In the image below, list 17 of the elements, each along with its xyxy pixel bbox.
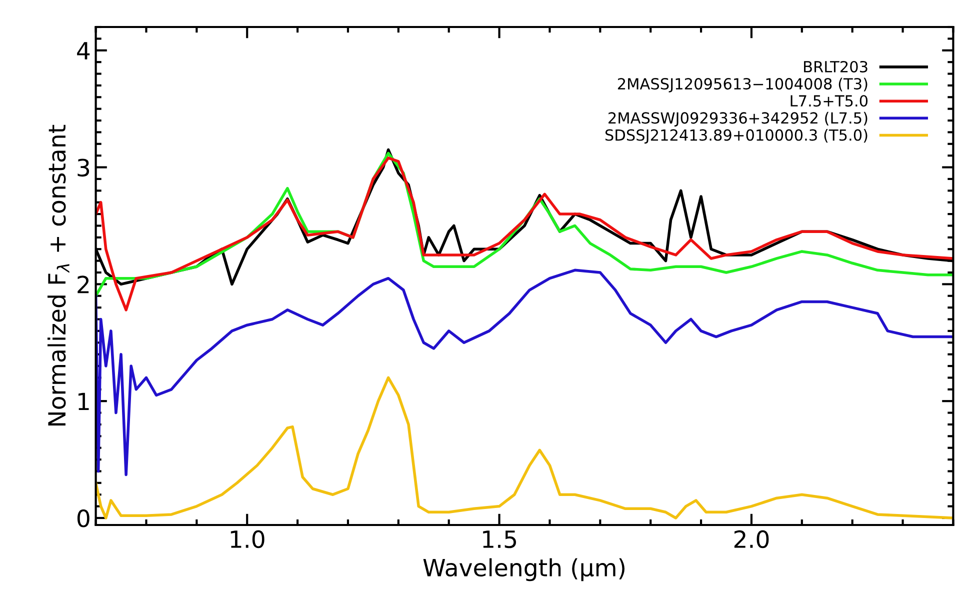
x-tick-label: 2.0: [734, 530, 769, 548]
legend-label: 2MASSWJ0929336+342952 (L7.5): [608, 112, 868, 127]
y-axis-title: Normalized F$_{λ}$ + constant: [48, 124, 70, 426]
x-axis-title: Wavelength (μm): [423, 558, 624, 582]
x-tick-label: 1.0: [230, 530, 264, 548]
legend-label: 2MASSJ12095613−1004008 (T3): [618, 78, 868, 92]
y-tick-label: 1: [78, 392, 89, 410]
x-tick-label: 1.5: [483, 530, 516, 548]
y-tick-label: 3: [78, 158, 90, 177]
y-tick-label: 4: [77, 42, 90, 60]
line-series: [96, 268, 954, 476]
y-tick-label: 2: [78, 276, 89, 294]
legend-label: BRLT203: [804, 60, 868, 72]
y-tick-label: 0: [77, 509, 90, 528]
legend-label: SDSSJ212413.89+010000.3 (T5.0): [605, 128, 868, 144]
legend-label: L7.5+T5.0: [790, 95, 868, 107]
line-series: [96, 376, 954, 520]
